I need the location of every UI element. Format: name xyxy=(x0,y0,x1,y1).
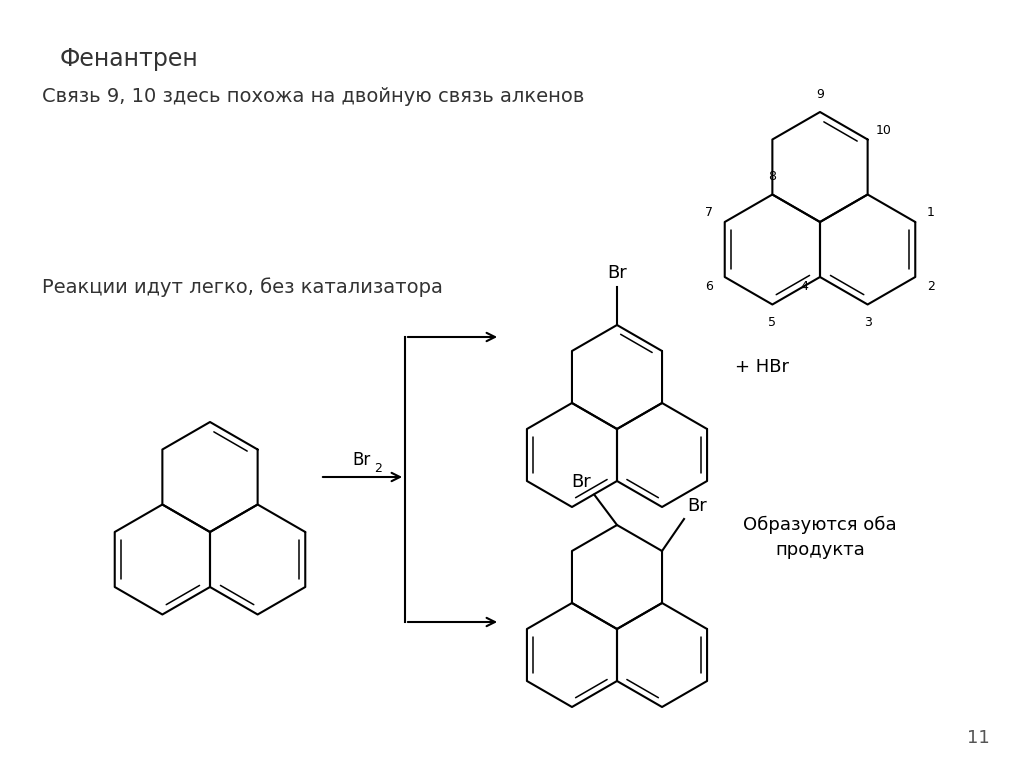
Text: Связь 9, 10 здесь похожа на двойную связь алкенов: Связь 9, 10 здесь похожа на двойную связ… xyxy=(42,87,585,106)
Text: Br: Br xyxy=(607,264,627,282)
Text: 8: 8 xyxy=(768,170,776,183)
Text: + HBr: + HBr xyxy=(735,358,790,376)
Text: 10: 10 xyxy=(876,124,891,137)
Text: Реакции идут легко, без катализатора: Реакции идут легко, без катализатора xyxy=(42,277,442,297)
Text: 7: 7 xyxy=(706,206,713,219)
Text: 6: 6 xyxy=(706,279,713,292)
Text: 2: 2 xyxy=(927,279,935,292)
Text: 5: 5 xyxy=(768,316,776,329)
Text: 2: 2 xyxy=(374,462,382,475)
Text: 4: 4 xyxy=(801,279,808,292)
Text: Фенантрен: Фенантрен xyxy=(60,47,199,71)
Text: 11: 11 xyxy=(968,729,990,747)
Text: Br: Br xyxy=(353,451,371,469)
Text: 1: 1 xyxy=(927,206,935,219)
Text: Образуются оба
продукта: Образуются оба продукта xyxy=(743,515,897,558)
Text: 9: 9 xyxy=(816,87,824,100)
Text: Br: Br xyxy=(687,497,707,515)
Text: 3: 3 xyxy=(863,316,871,329)
Text: Br: Br xyxy=(571,472,591,491)
